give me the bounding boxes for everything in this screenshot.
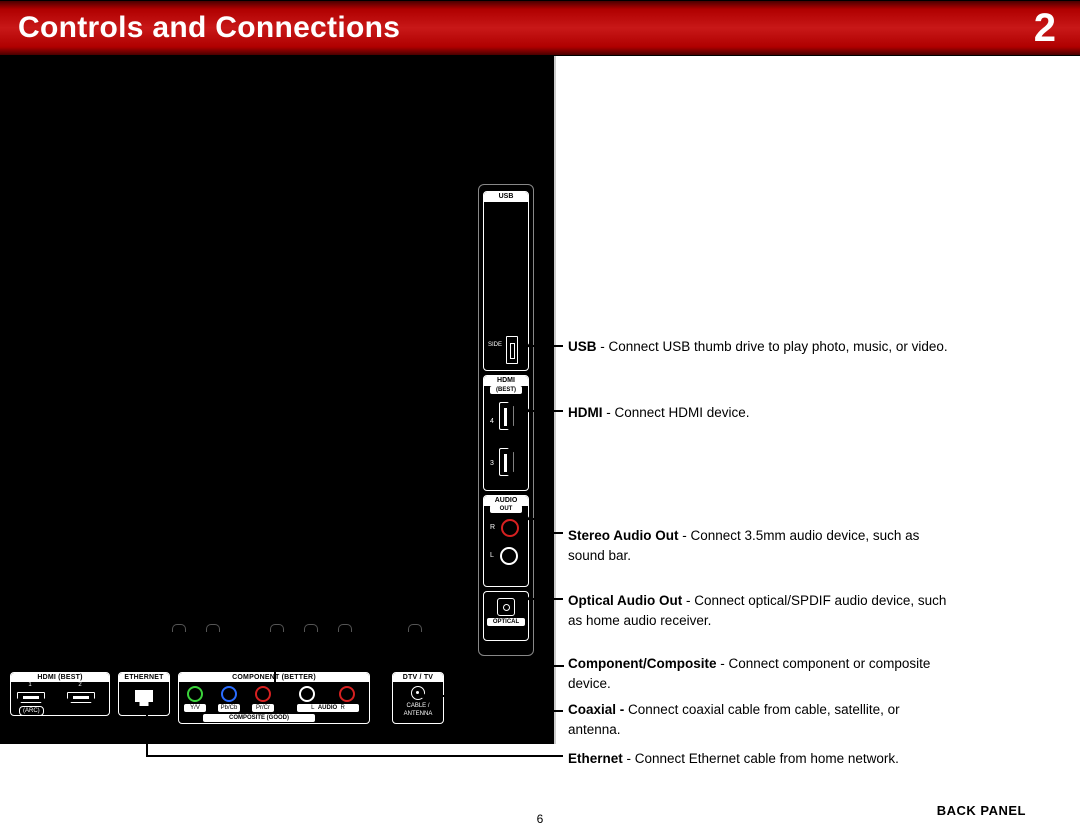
page-content: USB SIDE HDMI (BEST) 4 3 bbox=[0, 56, 1080, 834]
leader-line bbox=[423, 695, 475, 697]
tv-back-illustration: USB SIDE HDMI (BEST) 4 3 bbox=[0, 56, 556, 744]
leader-line bbox=[146, 708, 148, 756]
chapter-header: Controls and Connections 2 bbox=[0, 0, 1080, 56]
hdmi1-num: 1 bbox=[25, 682, 35, 688]
vent-bump bbox=[408, 624, 422, 632]
page-number: 6 bbox=[0, 812, 1080, 826]
optical-port-icon bbox=[497, 598, 515, 616]
audio-r-jack-icon bbox=[501, 519, 519, 537]
vent-bump bbox=[304, 624, 318, 632]
audio-l-label: L bbox=[484, 544, 494, 566]
audio-r-label: R bbox=[484, 516, 495, 538]
vent-bump bbox=[338, 624, 352, 632]
leader-line bbox=[527, 518, 547, 520]
bottom-hdmi-header: HDMI (BEST) bbox=[11, 673, 109, 682]
desc-ethernet: Ethernet - Connect Ethernet cable from h… bbox=[568, 749, 899, 769]
leader-line bbox=[474, 710, 563, 712]
coax-sub1: CABLE / bbox=[400, 703, 436, 709]
bottom-dtv-group: DTV / TV CABLE / ANTENNA bbox=[392, 672, 444, 724]
desc-component: Component/Composite - Connect component … bbox=[568, 654, 948, 693]
coax-sub2: ANTENNA bbox=[400, 711, 436, 717]
leader-dot bbox=[272, 687, 277, 692]
leader-line bbox=[527, 598, 563, 600]
hdmi3-num: 3 bbox=[490, 460, 494, 467]
side-hdmi-sub: (BEST) bbox=[490, 386, 522, 394]
desc-hdmi: HDMI - Connect HDMI device. bbox=[568, 403, 750, 423]
component-pb-jack-icon bbox=[221, 686, 237, 702]
composite-label: COMPOSITE (GOOD) bbox=[203, 714, 315, 722]
leader-line bbox=[527, 345, 563, 347]
optical-label: OPTICAL bbox=[487, 618, 525, 626]
desc-usb: USB - Connect USB thumb drive to play ph… bbox=[568, 337, 948, 357]
usb-section-label: USB bbox=[484, 192, 528, 202]
vent-bump bbox=[206, 624, 220, 632]
component-r-jack-icon bbox=[339, 686, 355, 702]
component-l-jack-icon bbox=[299, 686, 315, 702]
leader-line bbox=[527, 410, 563, 412]
usb-port-icon bbox=[506, 336, 518, 364]
side-usb-section: USB SIDE bbox=[483, 191, 529, 371]
side-optical-section: OPTICAL bbox=[483, 591, 529, 641]
hdmi3-port-icon bbox=[499, 448, 514, 476]
vent-bump bbox=[172, 624, 186, 632]
ethernet-header: ETHERNET bbox=[119, 673, 169, 682]
side-audio-section: AUDIO OUT R L bbox=[483, 495, 529, 587]
bottom-panel: HDMI (BEST) 1 2 (ARC) ETHERNET COMPONENT… bbox=[10, 672, 462, 744]
component-pb-label: Pb/Cb bbox=[218, 704, 240, 712]
component-pr-jack-icon bbox=[255, 686, 271, 702]
leader-line bbox=[274, 666, 276, 687]
dtv-header: DTV / TV bbox=[393, 673, 443, 682]
component-audio-label: L AUDIO R bbox=[297, 704, 359, 712]
leader-line bbox=[546, 532, 563, 534]
chapter-title: Controls and Connections bbox=[18, 11, 400, 45]
arc-label: (ARC) bbox=[19, 706, 44, 716]
leader-line bbox=[274, 665, 564, 667]
hdmi4-num: 4 bbox=[490, 418, 494, 425]
hdmi1-port-icon bbox=[17, 692, 45, 703]
hdmi2-port-icon bbox=[67, 692, 95, 703]
usb-side-label: SIDE bbox=[484, 339, 502, 351]
desc-stereo: Stereo Audio Out - Connect 3.5mm audio d… bbox=[568, 526, 948, 565]
descriptions-area: USB - Connect USB thumb drive to play ph… bbox=[568, 56, 1080, 834]
side-hdmi-section: HDMI (BEST) 4 3 bbox=[483, 375, 529, 491]
hdmi4-port-icon bbox=[499, 402, 514, 430]
hdmi2-num: 2 bbox=[75, 682, 85, 688]
vent-bump bbox=[270, 624, 284, 632]
bottom-hdmi-group: HDMI (BEST) 1 2 (ARC) bbox=[10, 672, 110, 716]
leader-line bbox=[146, 755, 563, 757]
component-yv-jack-icon bbox=[187, 686, 203, 702]
ethernet-port-icon bbox=[135, 690, 153, 706]
desc-coax: Coaxial - Connect coaxial cable from cab… bbox=[568, 700, 948, 739]
side-hdmi-header: HDMI bbox=[484, 376, 528, 386]
chapter-number: 2 bbox=[1034, 6, 1056, 51]
audio-sub: OUT bbox=[490, 505, 522, 513]
side-panel: USB SIDE HDMI (BEST) 4 3 bbox=[478, 184, 534, 656]
desc-optical: Optical Audio Out - Connect optical/SPDI… bbox=[568, 591, 948, 630]
leader-line bbox=[474, 695, 476, 711]
component-yv-label: Y/V bbox=[184, 704, 206, 712]
leader-line bbox=[546, 518, 548, 533]
component-pr-label: Pr/Cr bbox=[252, 704, 274, 712]
audio-l-jack-icon bbox=[500, 547, 518, 565]
